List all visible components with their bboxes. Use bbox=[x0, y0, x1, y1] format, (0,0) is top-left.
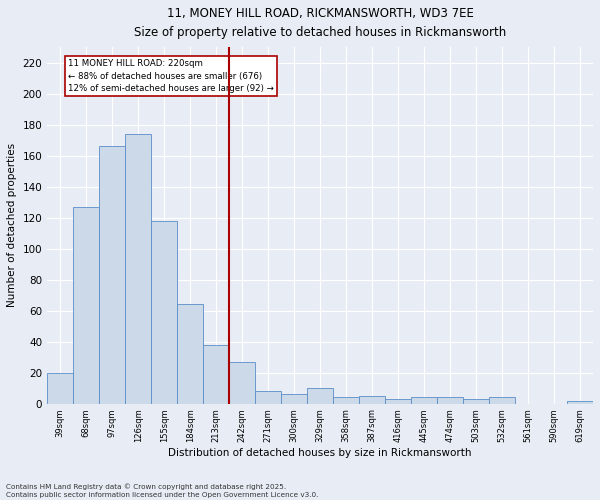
Bar bbox=[333, 398, 359, 404]
Bar bbox=[307, 388, 333, 404]
Bar bbox=[229, 362, 255, 404]
X-axis label: Distribution of detached houses by size in Rickmansworth: Distribution of detached houses by size … bbox=[169, 448, 472, 458]
Text: 11 MONEY HILL ROAD: 220sqm
← 88% of detached houses are smaller (676)
12% of sem: 11 MONEY HILL ROAD: 220sqm ← 88% of deta… bbox=[68, 60, 274, 94]
Bar bbox=[281, 394, 307, 404]
Bar bbox=[385, 399, 411, 404]
Bar bbox=[489, 398, 515, 404]
Bar bbox=[411, 398, 437, 404]
Y-axis label: Number of detached properties: Number of detached properties bbox=[7, 144, 17, 308]
Bar bbox=[359, 396, 385, 404]
Bar bbox=[73, 206, 99, 404]
Bar bbox=[177, 304, 203, 404]
Text: Contains HM Land Registry data © Crown copyright and database right 2025.
Contai: Contains HM Land Registry data © Crown c… bbox=[6, 484, 319, 498]
Bar bbox=[437, 398, 463, 404]
Bar bbox=[203, 344, 229, 404]
Bar bbox=[47, 372, 73, 404]
Bar bbox=[463, 399, 489, 404]
Bar bbox=[151, 220, 177, 404]
Title: 11, MONEY HILL ROAD, RICKMANSWORTH, WD3 7EE
Size of property relative to detache: 11, MONEY HILL ROAD, RICKMANSWORTH, WD3 … bbox=[134, 7, 506, 39]
Bar bbox=[125, 134, 151, 404]
Bar bbox=[567, 400, 593, 404]
Bar bbox=[255, 391, 281, 404]
Bar bbox=[99, 146, 125, 404]
